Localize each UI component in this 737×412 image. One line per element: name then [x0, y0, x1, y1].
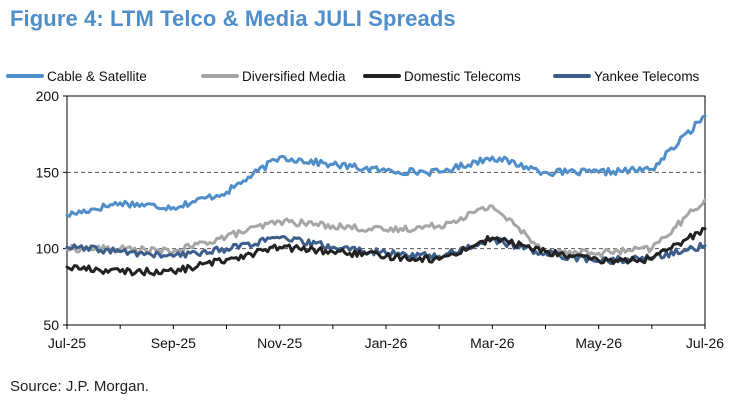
legend-item-diversified-media: Diversified Media — [201, 66, 346, 86]
x-tick-label: Mar-26 — [470, 335, 515, 351]
series-line-cable-satellite — [65, 114, 707, 218]
legend-item-cable-satellite: Cable & Satellite — [6, 66, 147, 86]
x-tick-label: Jul-25 — [48, 335, 86, 351]
x-tick-label: Jan-26 — [365, 335, 408, 351]
legend-label-cable-satellite: Cable & Satellite — [47, 68, 147, 84]
legend-label-diversified-media: Diversified Media — [242, 68, 346, 84]
legend-label-domestic-telecoms: Domestic Telecoms — [404, 68, 521, 84]
legend-label-yankee-telecoms: Yankee Telecoms — [594, 68, 700, 84]
chart-legend: Cable & Satellite Diversified Media Dome… — [6, 66, 731, 86]
x-tick-label: Jul-26 — [686, 335, 724, 351]
line-chart: 50 100 150 200 Jul-25 Sep-25 Nov-25 Jan-26 Mar-2… — [36, 88, 725, 351]
figure-title: Figure 4: LTM Telco & Media JULI Spreads — [10, 6, 456, 31]
y-tick-label: 100 — [36, 241, 60, 257]
legend-item-yankee-telecoms: Yankee Telecoms — [553, 66, 699, 86]
plot-frame — [66, 95, 706, 326]
legend-swatch-yankee-telecoms — [553, 74, 591, 78]
x-tick-label: May-26 — [575, 335, 622, 351]
x-tick-label: Nov-25 — [257, 335, 302, 351]
y-tick-label: 200 — [36, 88, 60, 104]
series-line-domestic-telecoms — [65, 227, 707, 277]
source-note: Source: J.P. Morgan. — [10, 378, 149, 395]
legend-swatch-cable-satellite — [6, 74, 44, 78]
y-tick-label: 150 — [36, 164, 60, 180]
x-tick-label: Sep-25 — [151, 335, 196, 351]
legend-item-domestic-telecoms: Domestic Telecoms — [363, 66, 521, 86]
legend-swatch-diversified-media — [201, 74, 239, 78]
y-tick-label: 50 — [43, 317, 59, 333]
series-line-diversified-media — [65, 198, 707, 258]
legend-swatch-domestic-telecoms — [363, 74, 401, 78]
